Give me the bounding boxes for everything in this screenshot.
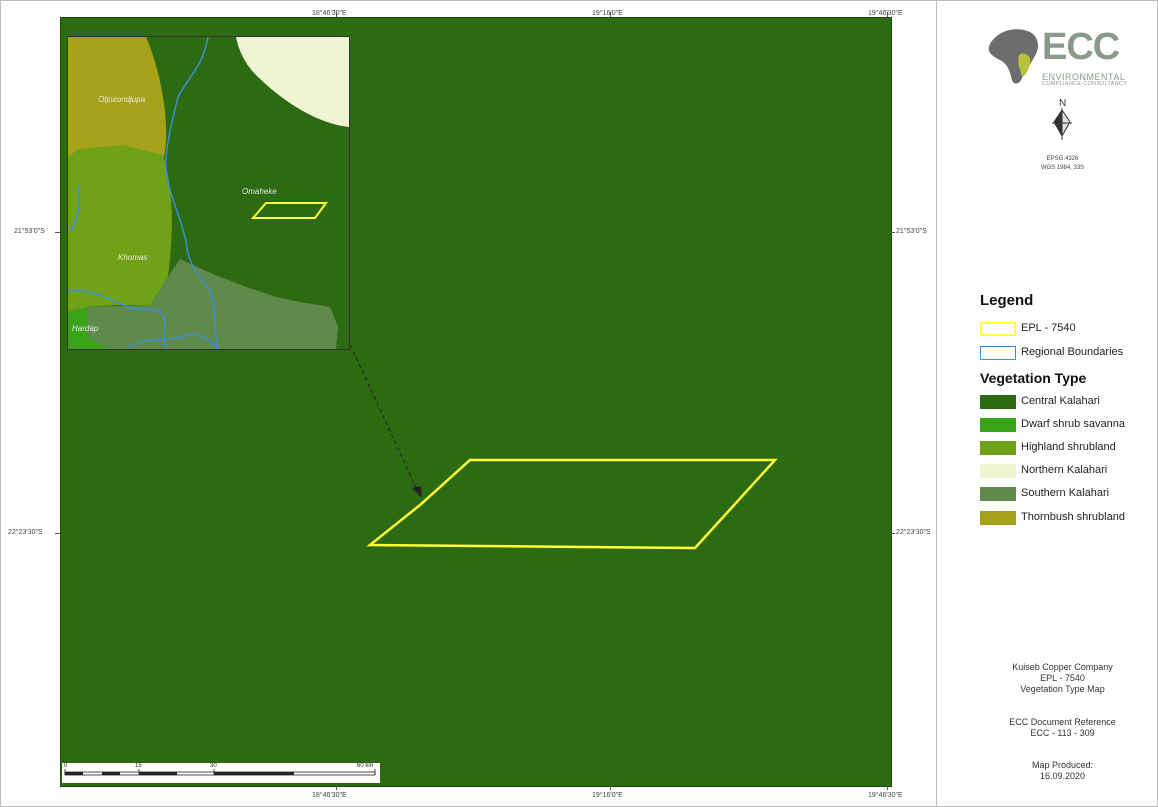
grid-label-left-2: 22°23'30"S — [8, 529, 43, 536]
inset-label-omaheke: Omaheke — [242, 187, 277, 196]
inset-region-northern-kalahari — [236, 37, 349, 127]
info-map-title: Vegetation Type Map — [1020, 684, 1105, 694]
doc-reference-block: ECC Document Reference ECC - 113 - 309 — [995, 717, 1130, 739]
grid-label-bottom-3: 19°46'30"E — [868, 792, 903, 799]
legend-title: Legend — [980, 292, 1034, 309]
scale-label-15: 15 — [135, 763, 142, 769]
info-epl: EPL - 7540 — [1040, 673, 1085, 683]
legend-label-thornbush-shrubland: Thornbush shrubland — [1021, 511, 1125, 523]
inset-region-thornbush — [68, 37, 167, 157]
scale-bar: 0 15 30 60 km — [62, 763, 380, 783]
inset-boundary-2 — [68, 290, 169, 349]
info-ref-label: ECC Document Reference — [1009, 717, 1116, 727]
grid-label-top-2: 19°16'0"E — [592, 10, 623, 17]
scale-label-60: 60 km — [357, 763, 374, 769]
info-ref-value: ECC - 113 - 309 — [1030, 728, 1095, 738]
legend-swatch-central-kalahari — [980, 395, 1016, 409]
inset-region-highland — [68, 145, 172, 312]
map-produced-block: Map Produced: 16.09.2020 — [995, 760, 1130, 782]
grid-label-bottom-2: 19°16'0"E — [592, 792, 623, 799]
epl-polygon — [366, 458, 778, 550]
legend-swatch-southern-kalahari — [980, 487, 1016, 501]
scale-label-0: 0 — [64, 763, 68, 769]
legend-swatch-regional-boundaries — [980, 346, 1016, 360]
legend-swatch-epl — [980, 322, 1016, 336]
logo-line1: ENVIRONMENTAL — [1042, 72, 1126, 82]
logo-line2: COMPLIANCE CONSULTANCY — [1042, 81, 1128, 87]
map-info-block: Kuiseb Copper Company EPL - 7540 Vegetat… — [995, 662, 1130, 695]
inset-map[interactable]: Otjozondjupa Omaheke Khomas Hardap — [67, 36, 350, 350]
inset-label-hardap: Hardap — [72, 324, 99, 333]
logo-name: ECC — [1042, 26, 1120, 68]
legend-label-regional-boundaries: Regional Boundaries — [1021, 346, 1124, 358]
ecc-logo-icon — [988, 29, 1038, 84]
scale-label-30: 30 — [210, 763, 217, 769]
legend-swatch-northern-kalahari — [980, 464, 1016, 478]
north-label: N — [1059, 98, 1067, 109]
crs-info: EPSG:4326 WGS 1984, 33S — [1000, 155, 1125, 173]
inset-epl-polygon — [250, 202, 328, 219]
grid-label-right-1: 21°53'0"S — [896, 228, 927, 235]
legend-label-central-kalahari: Central Kalahari — [1021, 395, 1100, 407]
inset-boundary-4 — [127, 333, 219, 349]
inset-region-dwarf-shrub — [68, 307, 108, 349]
inset-label-khomas: Khomas — [118, 253, 148, 262]
scale-bar-graphic — [64, 769, 376, 776]
grid-label-top-1: 18°46'30"E — [312, 10, 347, 17]
side-panel — [936, 0, 1158, 807]
inset-label-otjozondjupa: Otjozondjupa — [98, 95, 146, 104]
legend-label-dwarf-shrub-savanna: Dwarf shrub savanna — [1021, 418, 1125, 430]
inset-boundary-1 — [165, 37, 219, 349]
legend-swatch-dwarf-shrub-savanna — [980, 418, 1016, 432]
locator-arrow-head — [412, 486, 422, 498]
info-company: Kuiseb Copper Company — [1012, 662, 1113, 672]
legend-label-highland-shrubland: Highland shrubland — [1021, 441, 1116, 453]
grid-label-right-2: 22°23'30"S — [896, 529, 931, 536]
legend-label-southern-kalahari: Southern Kalahari — [1021, 487, 1110, 499]
legend-swatch-thornbush-shrubland — [980, 511, 1016, 525]
north-arrow-icon — [1052, 108, 1072, 140]
vegetation-type-title: Vegetation Type — [980, 370, 1087, 386]
legend-label-epl: EPL - 7540 — [1021, 322, 1076, 334]
legend-label-northern-kalahari: Northern Kalahari — [1021, 464, 1108, 476]
inset-boundary-3 — [69, 186, 81, 233]
grid-label-left-1: 21°53'0"S — [14, 228, 45, 235]
grid-label-top-3: 19°46'30"E — [868, 10, 903, 17]
info-produced-label: Map Produced: — [1031, 760, 1094, 770]
legend-swatch-highland-shrubland — [980, 441, 1016, 455]
inset-map-svg — [68, 37, 349, 349]
crs-line2: WGS 1984, 33S — [1040, 165, 1085, 171]
grid-label-bottom-1: 18°46'30"E — [312, 792, 347, 799]
crs-line1: EPSG:4326 — [1046, 156, 1079, 162]
info-produced-date: 16.09.2020 — [1039, 771, 1086, 781]
